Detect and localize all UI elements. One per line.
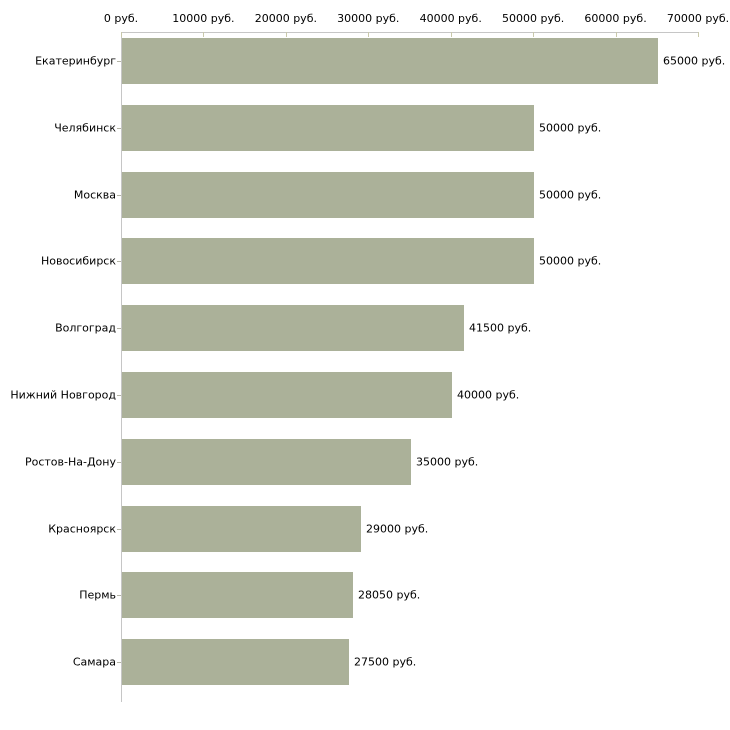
category-label: Пермь (79, 588, 116, 602)
x-axis-tick-mark (698, 32, 699, 37)
category-label: Москва (73, 188, 116, 202)
category-tick-mark (117, 462, 121, 463)
value-label: 35000 руб. (416, 455, 479, 469)
category-label: Ростов-На-Дону (24, 455, 116, 469)
category-label: Челябинск (54, 121, 116, 135)
category-tick-mark (117, 261, 121, 262)
category-label: Нижний Новгород (10, 388, 116, 402)
value-label: 50000 руб. (539, 121, 602, 135)
x-axis-tick-mark (450, 32, 452, 37)
x-axis-tick-label: 70000 руб. (666, 12, 730, 25)
category-tick-mark (117, 61, 121, 62)
value-label: 40000 руб. (457, 388, 520, 402)
bar (122, 305, 464, 352)
category-tick-mark (117, 529, 121, 530)
value-label: 50000 руб. (539, 254, 602, 268)
category-tick-mark (117, 195, 121, 196)
value-label: 29000 руб. (366, 522, 429, 536)
bar (122, 171, 534, 218)
x-axis-tick-label: 10000 руб. (172, 12, 235, 25)
x-axis-tick-label: 20000 руб. (254, 12, 317, 25)
bar (122, 572, 353, 619)
category-label: Самара (72, 655, 116, 669)
x-axis-tick-label: 60000 руб. (584, 12, 647, 25)
x-axis-tick-mark (203, 32, 205, 37)
x-axis-tick-label: 50000 руб. (502, 12, 565, 25)
x-axis-line (121, 32, 699, 33)
value-label: 65000 руб. (663, 54, 726, 68)
bar (122, 639, 349, 686)
category-tick-mark (117, 128, 121, 129)
x-axis-tick-mark (615, 32, 617, 37)
bar (122, 38, 658, 84)
x-axis-tick-label: 30000 руб. (337, 12, 400, 25)
category-tick-mark (117, 395, 121, 396)
value-label: 27500 руб. (354, 655, 417, 669)
category-label: Волгоград (55, 321, 116, 335)
x-axis-tick-mark (533, 32, 535, 37)
bar (122, 438, 411, 485)
y-axis-line (121, 32, 122, 702)
category-tick-mark (117, 662, 121, 663)
category-label: Красноярск (48, 522, 116, 536)
category-tick-mark (117, 328, 121, 329)
bar (122, 372, 452, 418)
x-axis-tick-mark (285, 32, 287, 37)
value-label: 50000 руб. (539, 188, 602, 202)
category-label: Екатеринбург (35, 54, 116, 68)
bar (122, 104, 534, 151)
x-axis-tick-label: 0 руб. (103, 12, 139, 25)
x-axis-tick-label: 40000 руб. (419, 12, 482, 25)
category-label: Новосибирск (40, 254, 116, 268)
bar (122, 238, 534, 285)
x-axis-tick-mark (121, 32, 122, 37)
x-axis-tick-mark (368, 32, 370, 37)
value-label: 28050 руб. (358, 588, 421, 602)
value-label: 41500 руб. (469, 321, 532, 335)
category-tick-mark (117, 595, 121, 596)
bar (122, 505, 361, 552)
